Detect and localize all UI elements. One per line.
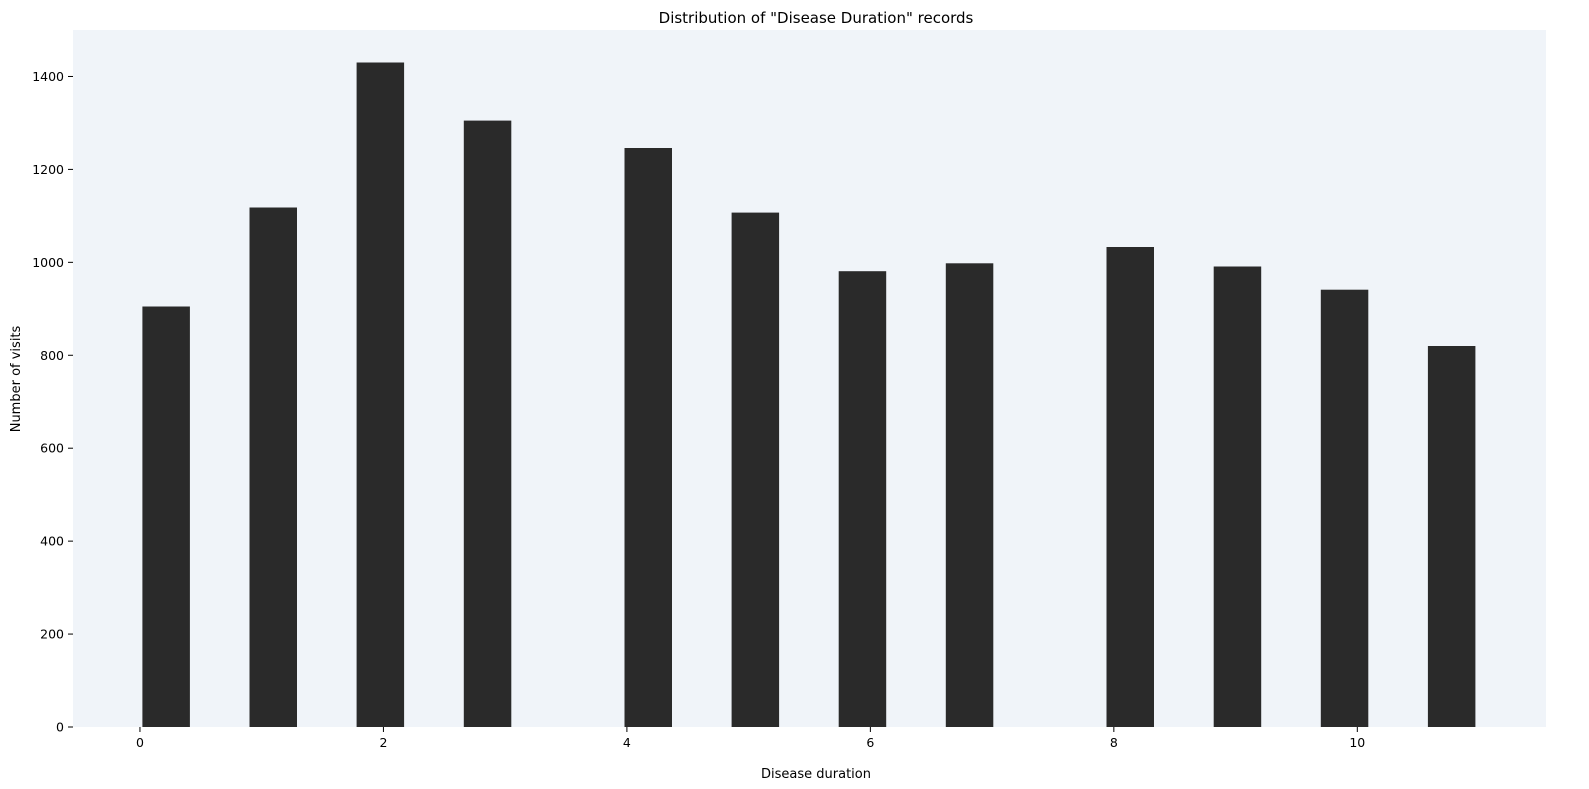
bar-1	[249, 207, 297, 727]
y-tick-label: 1400	[32, 69, 64, 84]
y-tick-label: 1000	[32, 255, 64, 270]
axes-group: 0 2 4 6 8 10 0 200 400 600 800 1000 1200 1400	[32, 69, 1365, 750]
bar-7	[945, 263, 994, 727]
bar-4	[624, 148, 672, 727]
bars-group	[142, 62, 1476, 728]
plot-area	[73, 30, 1546, 727]
x-axis-label: Disease duration	[761, 767, 871, 782]
y-tick-label: 1200	[32, 162, 64, 177]
x-tick-label: 6	[866, 735, 874, 750]
bar-10	[1320, 289, 1369, 727]
x-tick-label: 0	[136, 735, 144, 750]
bar-11	[1427, 346, 1476, 727]
bar-9	[1213, 266, 1262, 727]
y-tick-label: 600	[40, 441, 64, 456]
x-tick-label: 4	[623, 735, 631, 750]
y-tick-label: 0	[56, 720, 64, 735]
y-tick-label: 400	[40, 534, 64, 549]
y-axis-label: Number of visits	[9, 325, 24, 432]
bar-5	[731, 212, 780, 728]
bar-3	[463, 120, 512, 728]
bar-0	[142, 306, 190, 727]
x-tick-label: 2	[379, 735, 387, 750]
x-tick-label: 8	[1110, 735, 1118, 750]
chart-title: Distribution of "Disease Duration" recor…	[659, 9, 974, 27]
y-tick-label: 800	[40, 348, 64, 363]
bar-8	[1106, 247, 1154, 727]
y-tick-label: 200	[40, 627, 64, 642]
x-tick-label: 10	[1349, 735, 1365, 750]
bar-2	[356, 62, 405, 727]
bar-6	[838, 271, 887, 727]
